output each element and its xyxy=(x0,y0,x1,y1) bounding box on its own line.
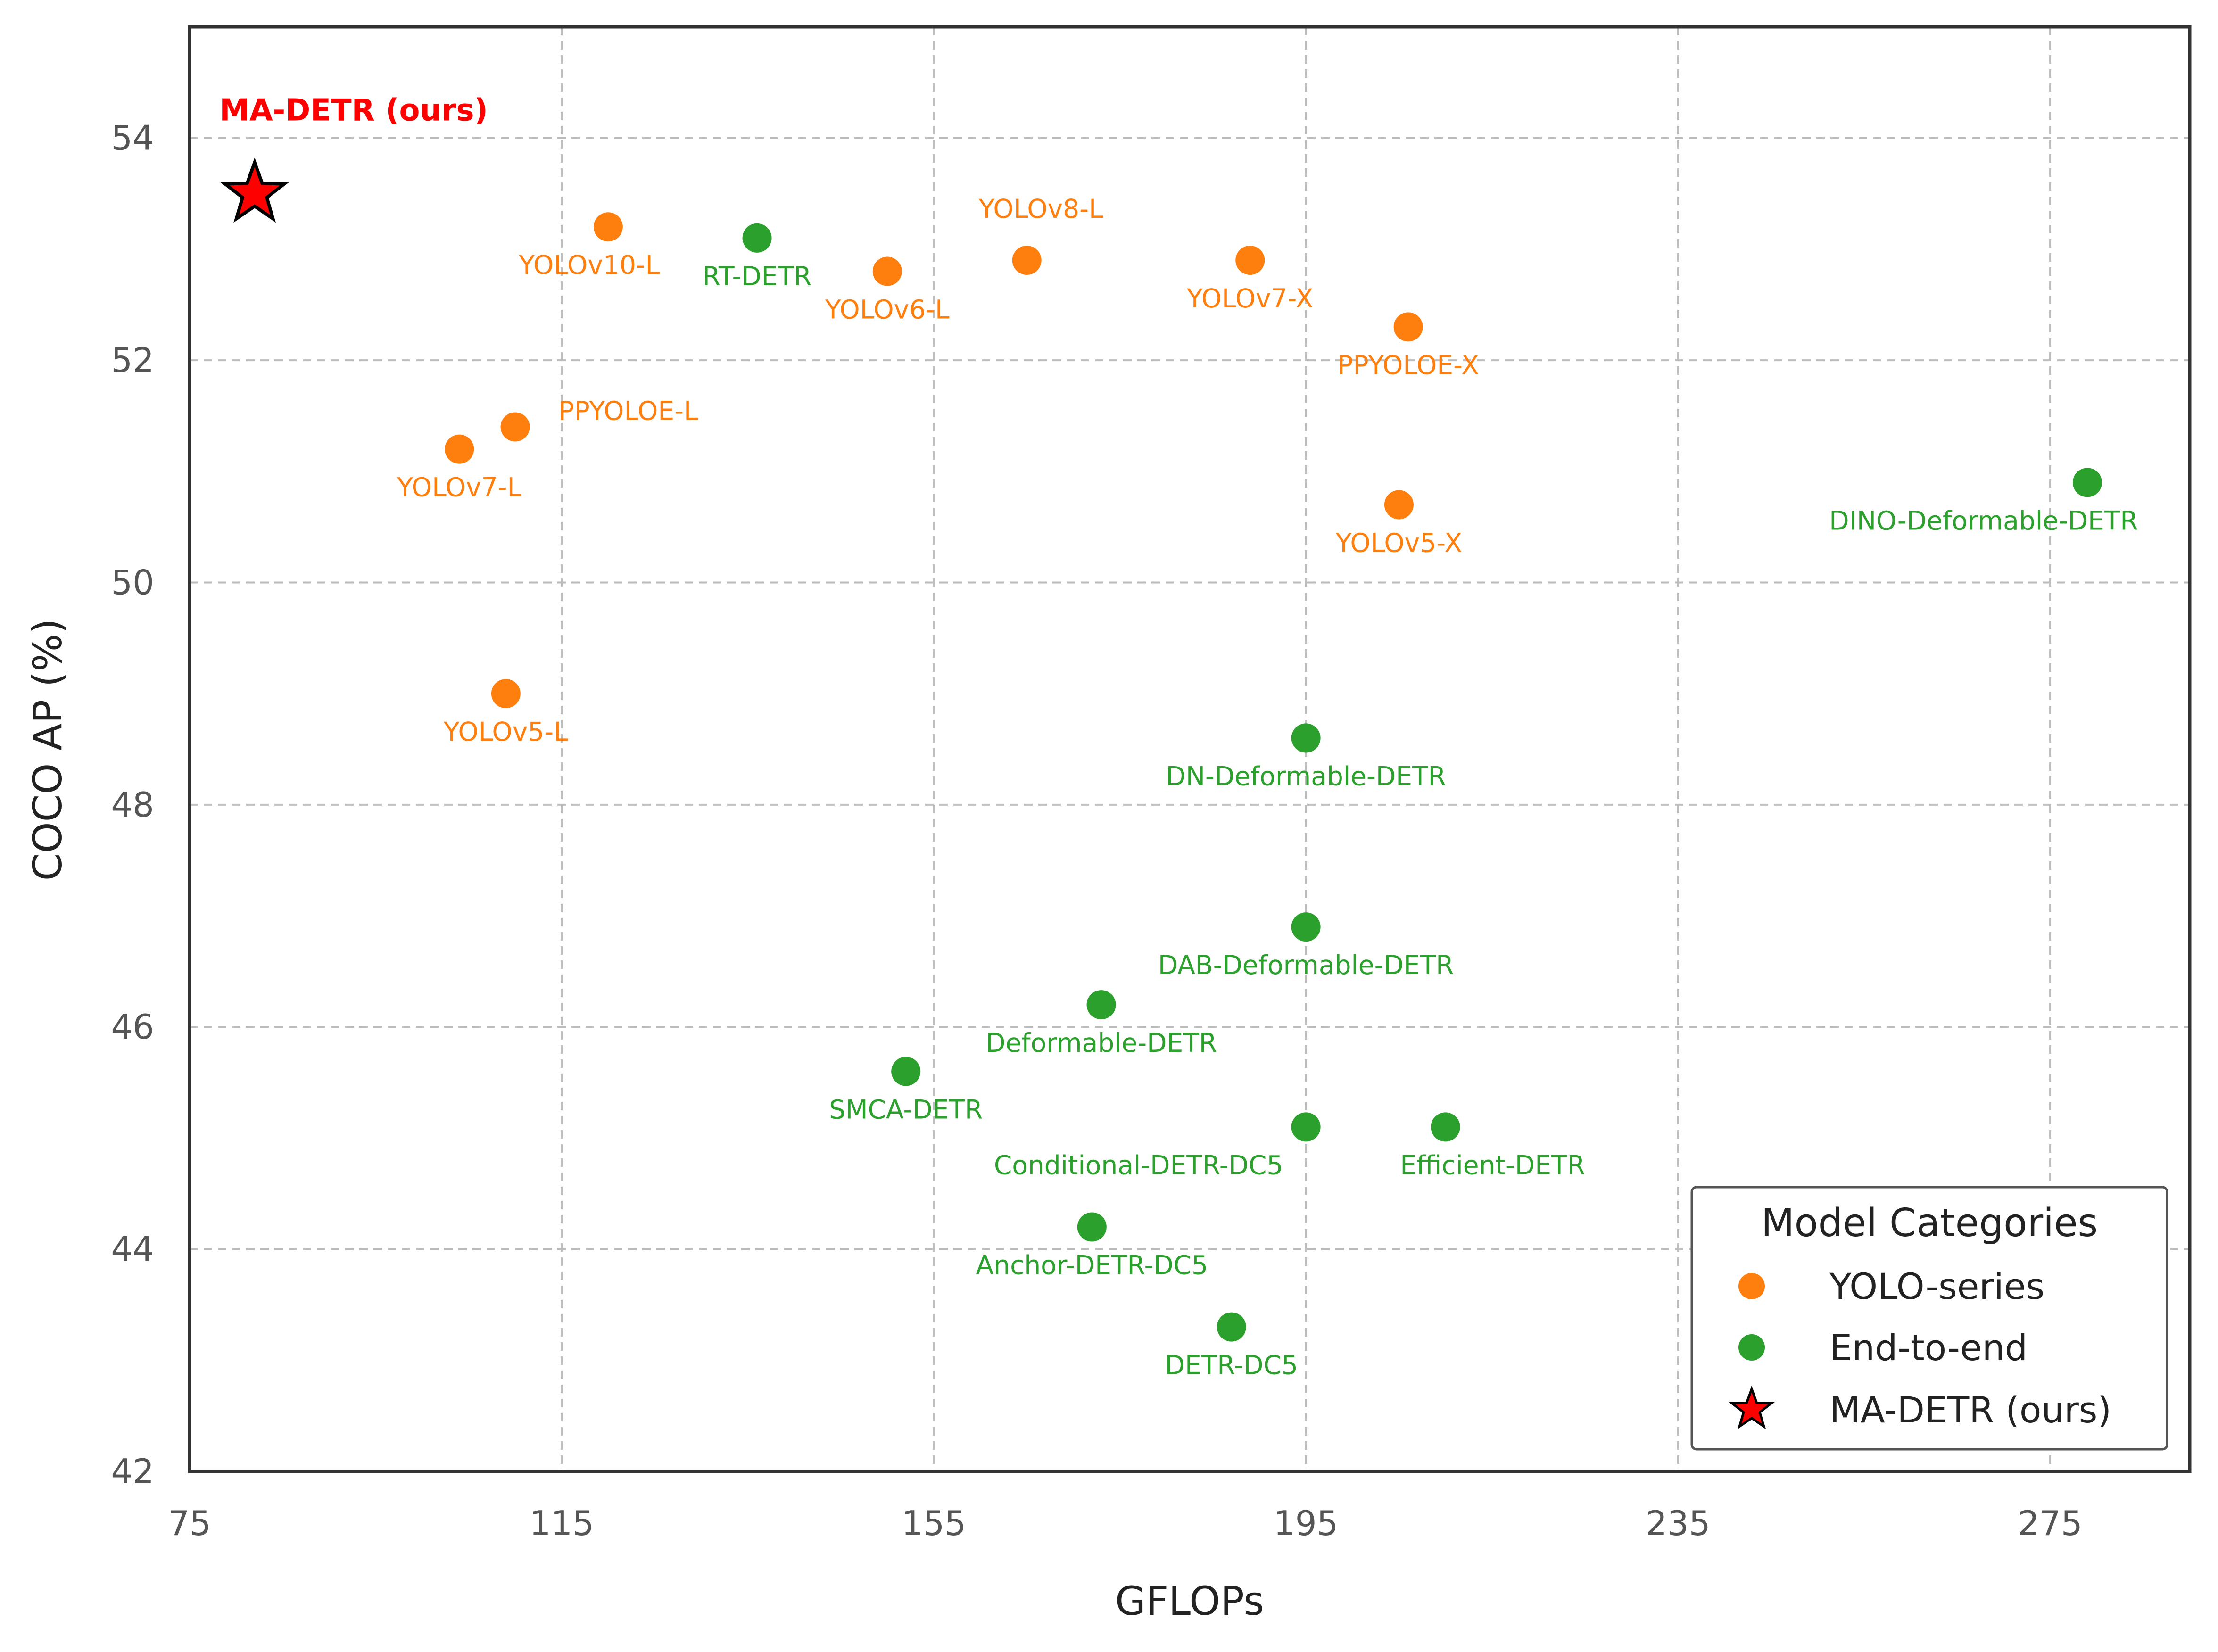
data-point-deformable-detr xyxy=(1086,990,1116,1020)
data-point-yolov7-l xyxy=(445,434,474,464)
data-point-yolov6-l xyxy=(872,256,902,286)
legend-entry-ours: MA-DETR (ours) xyxy=(1829,1389,2111,1431)
data-point-yolov8-l xyxy=(1012,245,1042,275)
data-point-yolov5-l xyxy=(491,679,521,709)
point-label-deformable-detr: Deformable-DETR xyxy=(985,1028,1217,1058)
data-point-dab-deformable-detr xyxy=(1291,912,1321,942)
point-label-ppyoloe-x: PPYOLOE-X xyxy=(1337,350,1479,380)
y-tick-label: 50 xyxy=(111,562,154,602)
x-tick-label: 115 xyxy=(529,1503,594,1543)
legend-entry-yolo: YOLO-series xyxy=(1829,1265,2044,1307)
point-label-ma-detr-ours: MA-DETR (ours) xyxy=(219,93,488,128)
data-point-dn-deformable-detr xyxy=(1291,723,1321,753)
tick-labels: 75 115 155 195 235 275 42 44 46 48 50 52 54 xyxy=(111,118,2082,1543)
point-labels: YOLOv10-L YOLOv6-L YOLOv8-L YOLOv7-X PPYOLOE… xyxy=(219,93,2138,1380)
y-tick-label: 42 xyxy=(111,1452,154,1491)
point-label-conditional-detr-dc5: Conditional-DETR-DC5 xyxy=(994,1150,1283,1180)
data-points xyxy=(220,157,2102,1342)
legend-title: Model Categories xyxy=(1761,1201,2098,1246)
point-label-yolov7-l: YOLOv7-L xyxy=(397,472,521,503)
data-point-yolov7-x xyxy=(1235,245,1265,275)
data-point-dino-deformable-detr xyxy=(2072,468,2102,497)
data-point-conditional-detr-dc5 xyxy=(1291,1112,1321,1142)
legend-entry-end-to-end: End-to-end xyxy=(1829,1327,2028,1369)
data-point-ppyoloe-l xyxy=(500,412,530,442)
y-tick-label: 46 xyxy=(111,1007,154,1047)
point-label-efficient-detr: Efficient-DETR xyxy=(1400,1150,1585,1180)
data-point-smca-detr xyxy=(891,1057,921,1086)
y-tick-label: 52 xyxy=(111,340,154,380)
x-tick-label: 75 xyxy=(168,1503,211,1543)
point-label-rt-detr: RT-DETR xyxy=(703,261,812,291)
point-label-dino-deformable-detr: DINO-Deformable-DETR xyxy=(1829,505,2138,536)
plot-frame xyxy=(188,25,2192,1473)
x-axis-label: GFLOPs xyxy=(1115,1578,1264,1624)
legend-box xyxy=(1690,1186,2168,1451)
point-label-ppyoloe-l: PPYOLOE-L xyxy=(558,396,698,426)
legend: Model Categories YOLO-series End-to-end … xyxy=(1690,1186,2168,1451)
data-point-yolov5-x xyxy=(1384,490,1414,520)
point-label-dn-deformable-detr: DN-Deformable-DETR xyxy=(1166,761,1446,791)
legend-marker-star-icon xyxy=(1729,1385,1775,1429)
data-point-anchor-detr-dc5 xyxy=(1077,1212,1107,1242)
point-label-yolov5-l: YOLOv5-L xyxy=(443,717,568,747)
y-tick-label: 48 xyxy=(111,785,154,825)
data-point-ppyoloe-x xyxy=(1393,312,1423,342)
data-point-rt-detr xyxy=(742,223,772,253)
x-tick-label: 275 xyxy=(2018,1503,2082,1543)
point-label-yolov8-l: YOLOv8-L xyxy=(978,194,1103,224)
point-label-smca-detr: SMCA-DETR xyxy=(829,1095,983,1125)
point-label-dab-deformable-detr: DAB-Deformable-DETR xyxy=(1158,950,1454,980)
data-point-detr-dc5 xyxy=(1217,1312,1246,1342)
point-label-detr-dc5: DETR-DC5 xyxy=(1165,1350,1298,1380)
x-tick-label: 235 xyxy=(1646,1503,1710,1543)
data-point-yolov10-l xyxy=(593,212,623,242)
y-tick-label: 44 xyxy=(111,1230,154,1269)
point-label-yolov10-l: YOLOv10-L xyxy=(518,250,660,280)
point-label-yolov7-x: YOLOv7-X xyxy=(1186,283,1313,314)
x-tick-label: 195 xyxy=(1274,1503,1338,1543)
legend-marker-end-to-end xyxy=(1738,1334,1765,1361)
point-label-anchor-detr-dc5: Anchor-DETR-DC5 xyxy=(976,1250,1208,1280)
legend-marker-yolo xyxy=(1738,1273,1765,1299)
data-point-star-icon xyxy=(220,157,289,223)
y-axis-label: COCO AP (%) xyxy=(25,619,71,881)
point-label-yolov5-x: YOLOv5-X xyxy=(1335,528,1462,558)
data-point-efficient-detr xyxy=(1431,1112,1460,1142)
point-label-yolov6-l: YOLOv6-L xyxy=(825,295,950,325)
y-tick-label: 54 xyxy=(111,118,154,158)
x-tick-label: 155 xyxy=(902,1503,966,1543)
